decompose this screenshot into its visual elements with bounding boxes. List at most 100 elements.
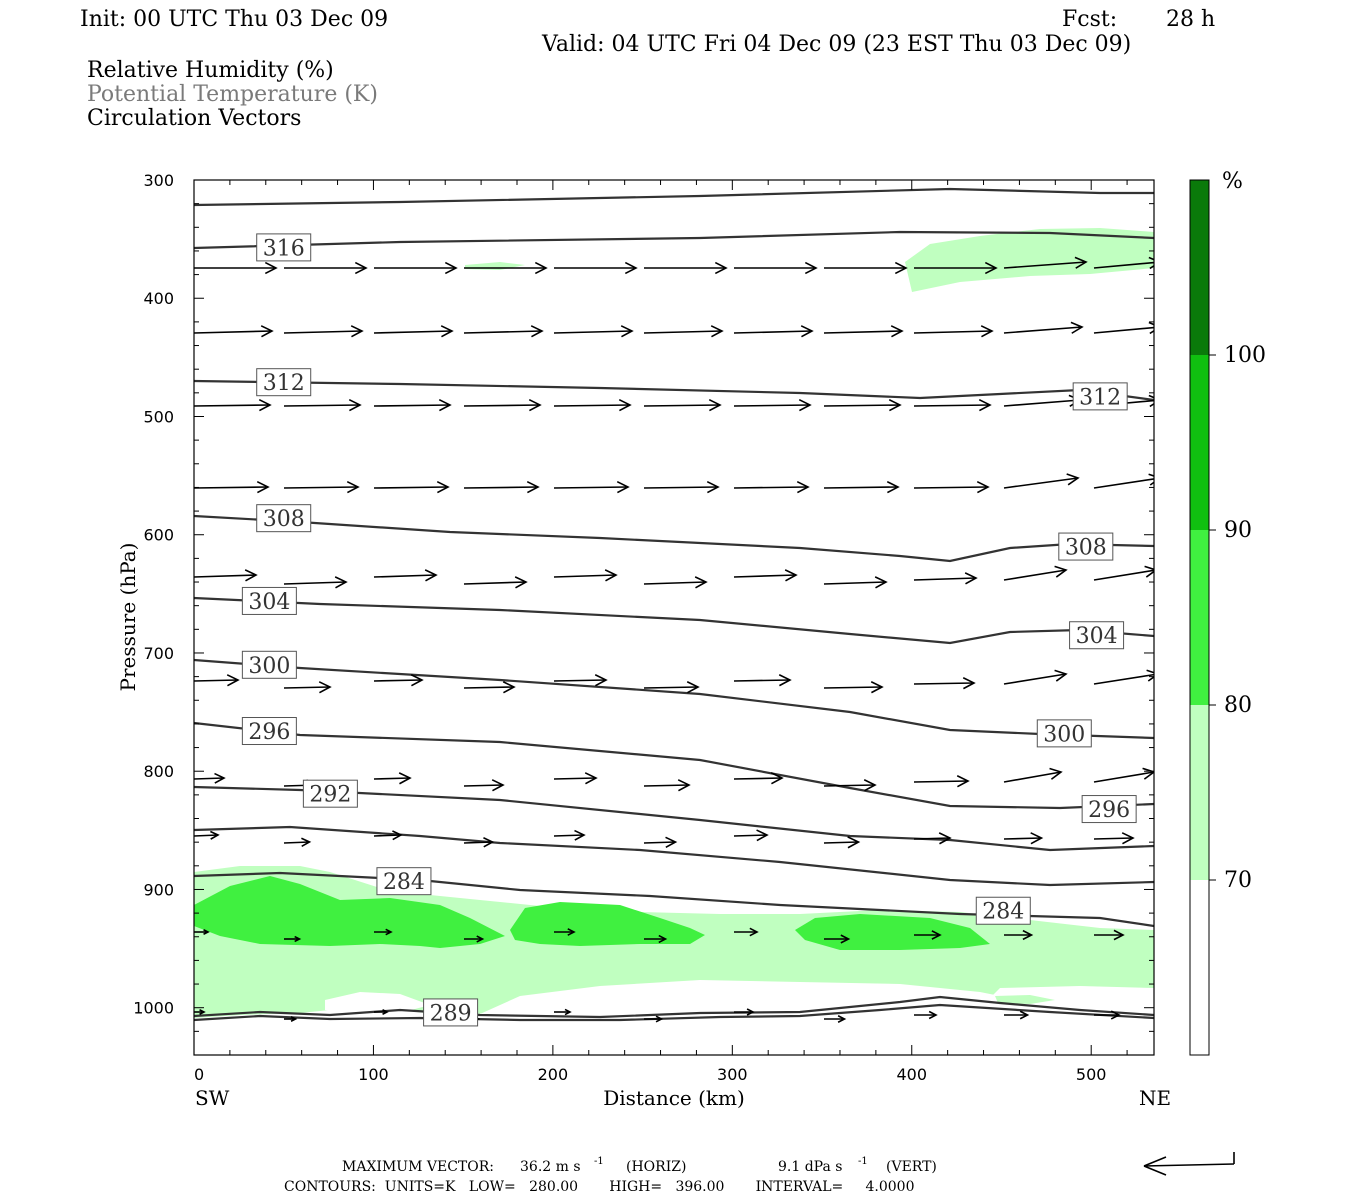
ne-endpoint-label: NE	[1139, 1086, 1171, 1110]
vector-head	[840, 934, 851, 944]
contour-label: 308	[1065, 536, 1107, 561]
vector-shaft	[1093, 771, 1154, 783]
y-tick-label: 300	[143, 171, 174, 190]
vector-head	[706, 480, 720, 494]
colorbar-label-70: 70	[1224, 868, 1252, 893]
colorbar-band-90	[1190, 355, 1209, 530]
colorbar-unit: %	[1222, 169, 1243, 194]
vector-head	[956, 775, 970, 788]
vector-shaft	[913, 837, 951, 840]
vector-head	[444, 261, 458, 275]
vector-head	[1146, 669, 1154, 682]
vector-shaft	[373, 574, 437, 578]
forecast-label: Fcst:	[1062, 7, 1117, 32]
vector-shaft	[823, 686, 883, 689]
x-tick-labels: 0 100 200 300 400 500	[194, 1065, 1106, 1084]
vector-head	[438, 398, 452, 412]
vector-head	[203, 929, 210, 935]
vector-head	[796, 480, 810, 494]
contour-label-box	[1058, 532, 1114, 561]
vector-shaft	[913, 577, 977, 581]
vector-head	[1148, 394, 1154, 408]
colorbar: % 100 90 80 70	[1189, 169, 1266, 1056]
contour-label-box	[1072, 382, 1128, 411]
vector-head	[214, 772, 226, 784]
rh-70-region-upper	[905, 228, 1154, 292]
vector-shaft	[194, 486, 269, 489]
vector-shaft	[1093, 478, 1154, 489]
vector-head	[804, 261, 818, 275]
vector-shaft	[733, 330, 813, 334]
plot-area: 316 312 312 308 308 304 304 300 300 296 296 292 284 2…	[116, 171, 1171, 1110]
legend-title-rh: Relative Humidity (%)	[87, 58, 334, 83]
vector-head	[618, 398, 632, 412]
vector-head	[1113, 929, 1125, 941]
vector-head	[528, 398, 542, 412]
vector-head	[655, 1015, 664, 1023]
forecast-hours: 28 h	[1166, 7, 1215, 32]
colorbar-band-80	[1190, 530, 1209, 705]
contour-label: 316	[263, 236, 305, 261]
plot-frame	[193, 179, 1155, 1056]
vector-shaft	[823, 784, 876, 787]
vector-head	[199, 1009, 206, 1015]
vector-shaft	[463, 330, 543, 334]
colorbar-band-70	[1190, 705, 1209, 880]
vector-shaft	[1003, 399, 1081, 407]
reference-vector-arrow	[1143, 1152, 1235, 1176]
vector-shaft	[463, 686, 515, 689]
y-tick-label: 1000	[133, 999, 174, 1018]
vector-shaft	[553, 574, 617, 578]
vector-head	[1030, 832, 1044, 845]
vector-head	[1022, 929, 1034, 941]
vector-head	[318, 681, 332, 694]
vector-head	[514, 576, 528, 589]
contour-label: 304	[248, 590, 290, 615]
vector-head	[210, 830, 220, 840]
vector-shaft	[283, 486, 359, 489]
vector-head	[847, 836, 861, 849]
max-vector-vert: 9.1 dPa s	[778, 1159, 842, 1175]
max-vector-vert-tag: (VERT)	[886, 1159, 937, 1175]
vector-head	[526, 480, 540, 494]
vector-shaft	[553, 330, 633, 334]
contour-label: 300	[248, 654, 290, 679]
vector-head	[978, 398, 992, 412]
max-vector-horiz-exp: -1	[594, 1156, 604, 1167]
vector-head	[1019, 1010, 1030, 1020]
vector-head	[567, 928, 576, 936]
x-axis-label: Distance (km)	[603, 1086, 745, 1110]
vector-shaft	[823, 581, 887, 585]
vector-head	[385, 928, 393, 936]
vector-shaft	[823, 486, 899, 489]
y-tick-label: 800	[143, 762, 174, 781]
axis-ticks	[193, 179, 1154, 1056]
vector-shaft	[194, 679, 239, 682]
vector-shaft	[194, 574, 257, 578]
max-vector-horiz: 36.2 m s	[520, 1159, 581, 1175]
vector-shaft	[1093, 261, 1154, 269]
vector-head	[392, 830, 403, 841]
y-tick-labels: 300 400 500 600 700 800 900 1000	[133, 171, 174, 1018]
max-vector-label: MAXIMUM VECTOR:	[342, 1159, 494, 1175]
vector-head	[1049, 767, 1063, 780]
colorbar-label-90: 90	[1224, 518, 1252, 543]
vector-shaft	[553, 679, 607, 682]
vector-head	[424, 569, 438, 582]
vector-shaft	[643, 486, 719, 489]
vector-head	[1121, 832, 1135, 845]
max-vector-vert-exp: -1	[858, 1156, 868, 1167]
legend-title-vectors: Circulation Vectors	[87, 106, 301, 131]
vector-shaft	[643, 581, 707, 585]
colorbar-band-below	[1190, 880, 1209, 1055]
contour-label-box	[241, 586, 297, 615]
vector-head	[686, 681, 700, 694]
vector-head	[436, 480, 450, 494]
vector-shaft	[194, 404, 271, 407]
contour-label: 284	[383, 870, 425, 895]
vector-head	[1074, 256, 1088, 269]
vector-shaft	[1003, 771, 1062, 783]
theta-contour	[194, 514, 1154, 563]
vector-shaft	[283, 330, 363, 334]
